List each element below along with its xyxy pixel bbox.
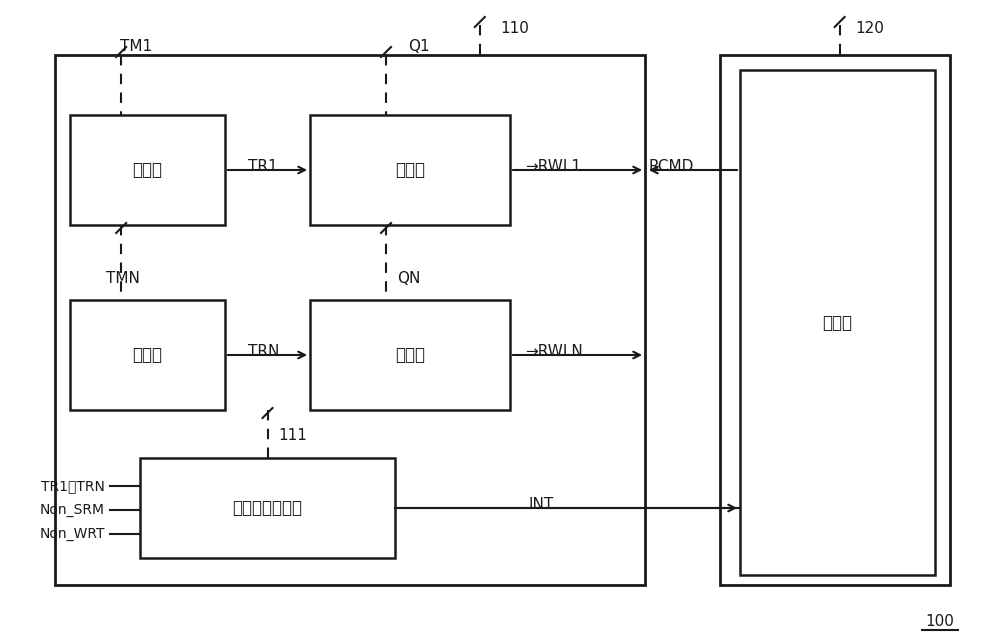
- Bar: [310, 300, 510, 410]
- Text: TR1～TRN: TR1～TRN: [41, 479, 105, 493]
- Bar: [70, 300, 225, 410]
- Text: 120: 120: [855, 21, 884, 35]
- Text: TRN: TRN: [248, 343, 279, 359]
- Text: Q1: Q1: [408, 39, 430, 53]
- Bar: [70, 115, 225, 225]
- Bar: [55, 55, 645, 585]
- Text: 定时器: 定时器: [132, 161, 162, 179]
- Bar: [310, 115, 510, 225]
- Text: QN: QN: [397, 270, 420, 285]
- Bar: [740, 70, 935, 575]
- Text: 缓冲器: 缓冲器: [395, 161, 425, 179]
- Text: TM1: TM1: [120, 39, 152, 53]
- Text: 110: 110: [500, 21, 529, 35]
- Text: 定时器: 定时器: [132, 346, 162, 364]
- Text: 111: 111: [278, 428, 307, 442]
- Text: →RWLN: →RWLN: [525, 343, 583, 359]
- Text: Non_SRM: Non_SRM: [40, 503, 105, 517]
- Text: 100: 100: [926, 614, 954, 629]
- Text: RCMD: RCMD: [648, 158, 693, 173]
- Text: INT: INT: [528, 497, 553, 511]
- Text: 中断信号产生器: 中断信号产生器: [232, 499, 302, 517]
- Text: 缓冲器: 缓冲器: [395, 346, 425, 364]
- Text: Non_WRT: Non_WRT: [40, 527, 105, 541]
- Text: TR1: TR1: [248, 158, 278, 173]
- Text: →RWL1: →RWL1: [525, 158, 581, 173]
- Bar: [720, 55, 950, 585]
- Bar: [140, 458, 395, 558]
- Text: TMN: TMN: [106, 270, 140, 285]
- Text: 控制器: 控制器: [822, 314, 852, 332]
